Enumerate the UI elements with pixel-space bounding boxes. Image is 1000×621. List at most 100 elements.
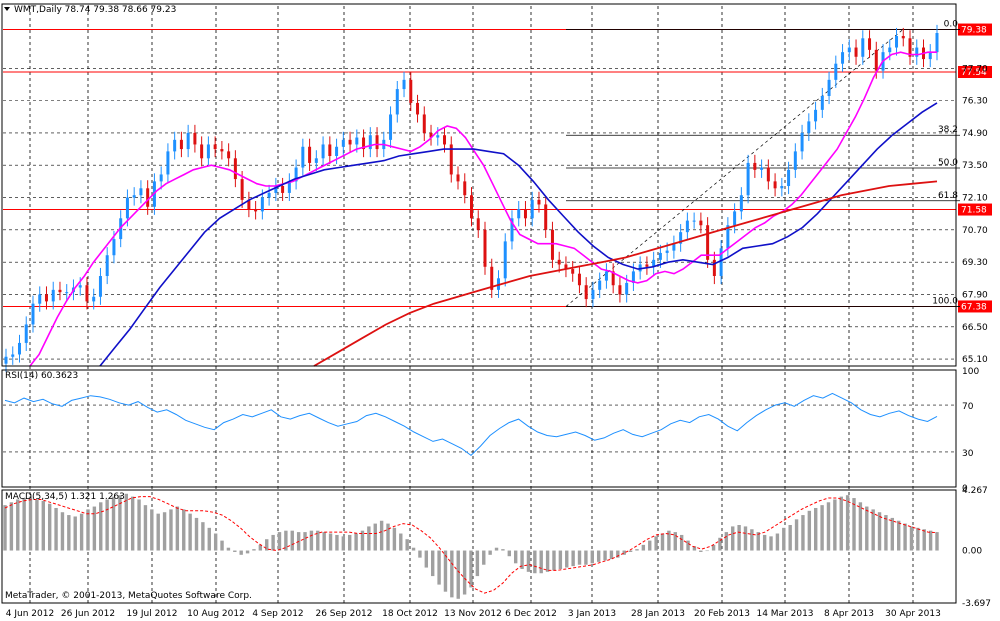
macd-bar xyxy=(469,550,473,588)
macd-bar xyxy=(801,515,805,551)
macd-bar xyxy=(660,533,665,551)
candle-body xyxy=(490,266,494,290)
macd-bar xyxy=(699,550,703,552)
candle-body xyxy=(301,146,305,168)
y-tick-label: 69.30 xyxy=(962,258,988,268)
macd-bar xyxy=(35,499,39,551)
candle-body xyxy=(726,225,730,249)
macd-bar xyxy=(628,550,633,552)
macd-bar xyxy=(462,550,467,595)
macd-tick-label: -3.697 xyxy=(962,599,991,609)
x-tick-label: 28 Jan 2013 xyxy=(631,609,685,619)
x-tick-label: 13 Nov 2012 xyxy=(444,609,502,619)
candle-body xyxy=(139,188,143,196)
candle-body xyxy=(341,139,345,147)
macd-bar xyxy=(794,519,799,551)
candle-body xyxy=(483,229,487,267)
candle-body xyxy=(281,186,285,193)
macd-bar xyxy=(482,550,486,565)
candle-body xyxy=(544,204,548,230)
panel-frame xyxy=(1,369,957,488)
candle-body xyxy=(422,114,426,133)
candle-body xyxy=(328,144,332,156)
macd-bar xyxy=(679,534,684,551)
y-tick-label: 76.30 xyxy=(962,97,988,107)
candle-body xyxy=(834,63,838,80)
macd-bar xyxy=(239,550,243,555)
copyright-footer: MetaTrader, © 2001-2013, MetaQuotes Soft… xyxy=(5,591,252,601)
macd-bar xyxy=(877,512,882,551)
candle-body xyxy=(625,282,629,295)
candle-body xyxy=(550,229,554,260)
macd-bar xyxy=(922,529,926,551)
candle-body xyxy=(793,151,797,170)
candle-body xyxy=(314,158,318,163)
candle-body xyxy=(733,211,737,226)
x-tick-label: 4 Jun 2012 xyxy=(6,609,54,619)
candle-body xyxy=(362,137,366,150)
macd-bar xyxy=(520,550,524,569)
candle-body xyxy=(173,139,177,152)
candle-body xyxy=(227,151,231,159)
macd-bar xyxy=(609,550,614,560)
macd-bar xyxy=(565,550,569,568)
macd-bar xyxy=(750,529,754,551)
candle-body xyxy=(874,49,878,71)
macd-bar xyxy=(833,499,837,551)
candle-body xyxy=(557,259,561,265)
macd-bar xyxy=(213,533,218,551)
macd-bar xyxy=(277,532,282,551)
macd-bar xyxy=(775,533,780,551)
price-tag-label: 77.54 xyxy=(961,68,987,78)
macd-bar xyxy=(648,540,652,551)
rsi-tick-label: 30 xyxy=(962,449,974,459)
x-tick-label: 30 Apr 2013 xyxy=(885,609,941,619)
macd-bar xyxy=(743,526,748,551)
axis-labels: 4 Jun 2012 26 Jun 2012 19 Jul 2012 10 Aug 2… xyxy=(6,64,991,619)
macd-bar xyxy=(252,549,256,551)
rsi-tick-label: 0 xyxy=(962,484,968,494)
candle-body xyxy=(807,121,811,133)
macd-bar xyxy=(635,549,639,551)
candle-body xyxy=(537,199,541,205)
macd-bar xyxy=(92,506,97,551)
macd-bar xyxy=(175,506,180,551)
candle-body xyxy=(395,89,399,115)
macd-bar xyxy=(9,502,14,551)
macd-bar xyxy=(335,534,339,551)
macd-bar xyxy=(303,532,307,551)
candle-body xyxy=(24,324,28,343)
candle-body xyxy=(335,146,339,156)
macd-bar xyxy=(367,526,371,551)
candle-body xyxy=(186,132,190,150)
price-tag xyxy=(958,300,992,313)
candle-body xyxy=(159,174,163,182)
macd-bar xyxy=(596,550,601,562)
candle-body xyxy=(645,264,649,267)
macd-bar xyxy=(47,503,52,551)
macd-bar xyxy=(571,550,575,567)
macd-bar xyxy=(271,534,275,551)
panel-frame xyxy=(1,489,957,604)
candle-body xyxy=(591,289,595,300)
candle-body xyxy=(247,199,251,210)
candle-body xyxy=(179,139,183,150)
x-tick-label: 26 Jun 2012 xyxy=(61,609,115,619)
rsi-tick-label: 100 xyxy=(962,367,979,377)
x-tick-label: 18 Oct 2012 xyxy=(382,609,438,619)
candle-body xyxy=(368,135,372,150)
candle-body xyxy=(854,47,858,57)
candle-body xyxy=(98,276,102,297)
candle-body xyxy=(935,33,939,53)
macd-bar xyxy=(233,550,237,552)
candle-body xyxy=(166,151,170,175)
candle-body xyxy=(584,285,588,300)
macd-bar xyxy=(533,550,537,574)
macd-bar xyxy=(290,530,294,551)
price-tag-label: 67.38 xyxy=(961,302,987,312)
fib-level-label: 38.2 xyxy=(938,125,958,135)
macd-bar xyxy=(858,502,863,551)
macd-bar xyxy=(590,550,594,564)
rsi-series xyxy=(3,392,956,457)
candle-body xyxy=(706,225,710,260)
